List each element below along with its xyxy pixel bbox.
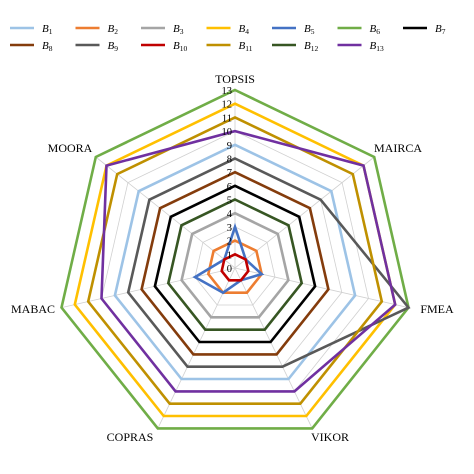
spoke-copras (157, 267, 236, 429)
legend: B1 B2 B3 B4 B5 B6 B7 B8 B9 B10 B11 B12 B13 (10, 23, 446, 53)
axis-label-topsis: TOPSIS (215, 72, 255, 86)
legend-item-b12: B12 (272, 40, 318, 53)
tick-label-5: 5 (227, 196, 232, 207)
series-line-b7 (153, 184, 317, 344)
axis-label-mabac: MABAC (11, 302, 55, 316)
tick-label-11: 11 (222, 113, 232, 124)
axis-labels: TOPSIS MAIRCA FMEA VIKOR COPRAS MABAC MOORA (11, 72, 454, 444)
legend-item-b9: B9 (75, 40, 119, 53)
legend-label-b12: B12 (304, 40, 318, 53)
tick-label-13: 13 (222, 86, 233, 97)
spoke-mairca (234, 156, 375, 269)
legend-item-b2: B2 (75, 23, 119, 36)
series-line-b8 (140, 170, 330, 356)
series-line-b10 (220, 252, 250, 282)
legend-subscript: 3 (180, 27, 184, 36)
tick-label-12: 12 (222, 100, 233, 111)
series-line-b12 (166, 198, 304, 332)
spoke-mabac (61, 267, 236, 308)
legend-subscript: 1 (49, 27, 53, 36)
legend-item-b11: B11 (206, 40, 253, 53)
grid-ring-3 (194, 226, 276, 306)
tick-label-1: 1 (227, 250, 232, 261)
legend-item-b1: B1 (10, 23, 53, 36)
legend-item-b10: B10 (141, 40, 187, 53)
legend-label-b9: B9 (108, 40, 119, 53)
axis-label-moora: MOORA (48, 141, 93, 155)
legend-label-b8: B8 (42, 40, 53, 53)
legend-label-b3: B3 (173, 23, 184, 36)
series-line-b2 (206, 239, 264, 295)
legend-item-b4: B4 (206, 23, 250, 36)
legend-item-b13: B13 (337, 40, 384, 53)
axis-label-fmea: FMEA (420, 302, 454, 316)
tick-label-6: 6 (227, 182, 232, 193)
tick-label-0: 0 (227, 264, 232, 275)
spoke-vikor (234, 267, 313, 429)
legend-subscript: 12 (311, 44, 319, 53)
spoke-moora (95, 156, 236, 269)
series-line-b3 (180, 211, 290, 319)
tick-label-9: 9 (227, 141, 232, 152)
legend-subscript: 8 (49, 44, 53, 53)
legend-item-b3: B3 (141, 23, 184, 36)
legend-label-b11: B11 (239, 40, 253, 53)
axis-label-copras: COPRAS (107, 430, 154, 444)
legend-label-b2: B2 (108, 23, 119, 36)
legend-subscript: 7 (442, 27, 446, 36)
series-line-b11 (86, 115, 384, 406)
tick-label-4: 4 (227, 209, 233, 220)
legend-item-b7: B7 (403, 23, 446, 36)
series-line-b6 (60, 88, 410, 430)
legend-subscript: 11 (245, 44, 252, 53)
axis-label-vikor: VIKOR (311, 430, 349, 444)
legend-label-b13: B13 (370, 40, 384, 53)
legend-label-b4: B4 (239, 23, 250, 36)
legend-subscript: 6 (376, 27, 380, 36)
series-line-b5 (192, 222, 265, 295)
legend-label-b10: B10 (173, 40, 187, 53)
legend-subscript: 13 (376, 44, 384, 53)
axis-label-mairca: MAIRCA (374, 141, 422, 155)
series-line-b9 (126, 157, 411, 369)
legend-label-b6: B6 (370, 23, 381, 36)
legend-subscript: 5 (311, 27, 315, 36)
legend-item-b8: B8 (10, 40, 53, 53)
legend-label-b7: B7 (435, 23, 446, 36)
legend-subscript: 4 (245, 27, 249, 36)
tick-label-8: 8 (227, 155, 232, 166)
tick-label-7: 7 (227, 168, 232, 179)
series-group (60, 88, 411, 430)
legend-subscript: 2 (114, 27, 118, 36)
series-line-b1 (113, 143, 357, 381)
legend-item-b6: B6 (337, 23, 381, 36)
tick-label-2: 2 (227, 237, 232, 248)
tick-label-3: 3 (227, 223, 232, 234)
series-line-b13 (100, 129, 397, 393)
legend-label-b5: B5 (304, 23, 315, 36)
legend-item-b5: B5 (272, 23, 315, 36)
legend-subscript: 10 (180, 44, 188, 53)
legend-label-b1: B1 (42, 23, 53, 36)
legend-subscript: 9 (114, 44, 118, 53)
tick-label-10: 10 (222, 127, 233, 138)
radar-grid (61, 89, 409, 429)
